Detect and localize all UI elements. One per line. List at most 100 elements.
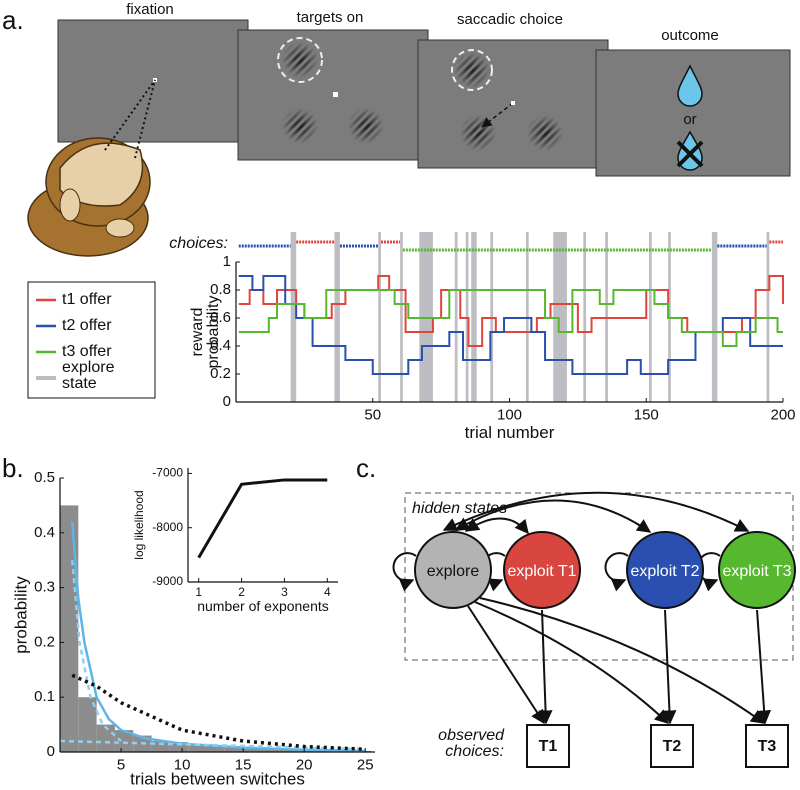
fit-curve <box>70 560 122 742</box>
series-line <box>238 275 783 375</box>
x-tick-label: 2 <box>238 585 245 599</box>
y-tick-label: 0.4 <box>210 337 231 354</box>
y-tick-label: -9000 <box>152 574 183 588</box>
choices-label: choices: <box>169 235 228 252</box>
observed-choices-label: observed choices: <box>438 728 504 760</box>
y-tick-label: -8000 <box>152 520 183 534</box>
observed-box <box>650 724 694 768</box>
x-tick-label: 20 <box>296 756 313 773</box>
y-axis-label: reward probability <box>190 295 222 369</box>
fit-curve <box>70 521 366 753</box>
explore-band <box>471 232 477 402</box>
state-label: exploit T2 <box>630 563 700 580</box>
y-tick-label: 1 <box>223 253 231 270</box>
observed-label: T1 <box>539 738 558 755</box>
fit-curve <box>59 739 366 751</box>
hidden-states-label: hidden states <box>412 500 507 517</box>
state-node <box>414 531 492 609</box>
x-tick-label: 25 <box>357 756 374 773</box>
y-tick-label: 0.8 <box>210 281 231 298</box>
state-node <box>718 531 796 609</box>
target <box>527 115 563 151</box>
x-tick-label: 100 <box>497 406 522 423</box>
stage-label: saccadic choice <box>457 11 563 28</box>
x-axis-label: number of exponents <box>197 598 329 614</box>
state-label-frame: exploit T2 <box>630 563 700 580</box>
histogram-bar <box>188 745 207 752</box>
y-tick-label: 0.2 <box>210 365 231 382</box>
histogram-bar <box>114 730 134 752</box>
target <box>282 42 318 78</box>
or-label: or <box>683 111 696 128</box>
histogram-bar <box>206 746 225 752</box>
x-tick-label: 150 <box>634 406 659 423</box>
x-tick-label: 50 <box>364 406 381 423</box>
histogram-bar <box>298 750 317 752</box>
state-node <box>503 531 581 609</box>
panel-label: b. <box>2 453 24 483</box>
explore-band <box>290 232 297 402</box>
target <box>348 108 384 144</box>
histogram-bar <box>279 749 299 752</box>
y-tick-label: 0.6 <box>210 309 231 326</box>
panel-label: c. <box>356 453 376 483</box>
histogram-bar <box>151 741 170 752</box>
target <box>282 108 318 144</box>
legend-label-frame: explore state <box>62 360 114 392</box>
histogram-bar <box>78 697 97 752</box>
histogram-bar <box>60 505 79 752</box>
observed-label: T3 <box>758 738 777 755</box>
x-axis-label: trials between switches <box>130 769 305 788</box>
explore-band <box>648 232 652 402</box>
target-highlight <box>277 37 323 83</box>
arrows <box>392 491 772 725</box>
observed-box <box>526 724 570 768</box>
x-tick-label: 1 <box>195 585 202 599</box>
observed-choices-label-frame: observed choices: <box>438 728 504 760</box>
reward-drop <box>677 64 703 107</box>
state-label-frame: exploit T1 <box>507 563 577 580</box>
legend-label: t2 offer <box>62 317 112 334</box>
explore-band <box>334 232 340 402</box>
explore-band <box>378 232 381 402</box>
observed-label: T2 <box>663 738 682 755</box>
state-label: exploit T3 <box>722 563 792 580</box>
y-axis-label-frame: reward probability <box>190 295 222 369</box>
stage-label: fixation <box>126 1 174 18</box>
explore-band <box>583 232 587 402</box>
fixation-point <box>333 92 338 97</box>
fixation-point <box>511 101 515 105</box>
x-tick-label: 3 <box>281 585 288 599</box>
histogram-bar <box>243 748 262 752</box>
target-highlight <box>451 49 493 91</box>
x-tick-label: 10 <box>174 756 191 773</box>
x-tick-label: 5 <box>117 756 125 773</box>
histogram-bar <box>96 724 115 752</box>
x-tick-label: 4 <box>324 585 331 599</box>
series-line <box>197 478 328 559</box>
legend-label: t1 offer <box>62 291 112 308</box>
series-line <box>238 289 783 347</box>
state-label: explore <box>426 563 480 580</box>
y-axis-label: log likelihood <box>132 490 146 559</box>
state-node <box>626 531 704 609</box>
y-tick-label: -7000 <box>152 466 183 480</box>
y-tick-label: 0 <box>47 743 55 760</box>
y-tick-label: 0 <box>223 393 231 410</box>
histogram-bar <box>261 749 280 752</box>
explore-band <box>711 232 718 402</box>
state-label-frame: explore <box>426 563 480 580</box>
y-tick-label: 0.4 <box>34 524 55 541</box>
cross <box>676 140 704 168</box>
stage-label: outcome <box>661 27 719 44</box>
target <box>454 52 490 88</box>
state-label-frame: exploit T3 <box>722 563 792 580</box>
explore-band <box>400 232 403 402</box>
histogram-bar <box>169 742 189 752</box>
panel-label: a. <box>2 5 24 35</box>
state-label: exploit T1 <box>507 563 577 580</box>
task-screens <box>57 19 791 177</box>
y-tick-label: 0.1 <box>34 688 55 705</box>
y-tick-label: 0.2 <box>34 633 55 650</box>
